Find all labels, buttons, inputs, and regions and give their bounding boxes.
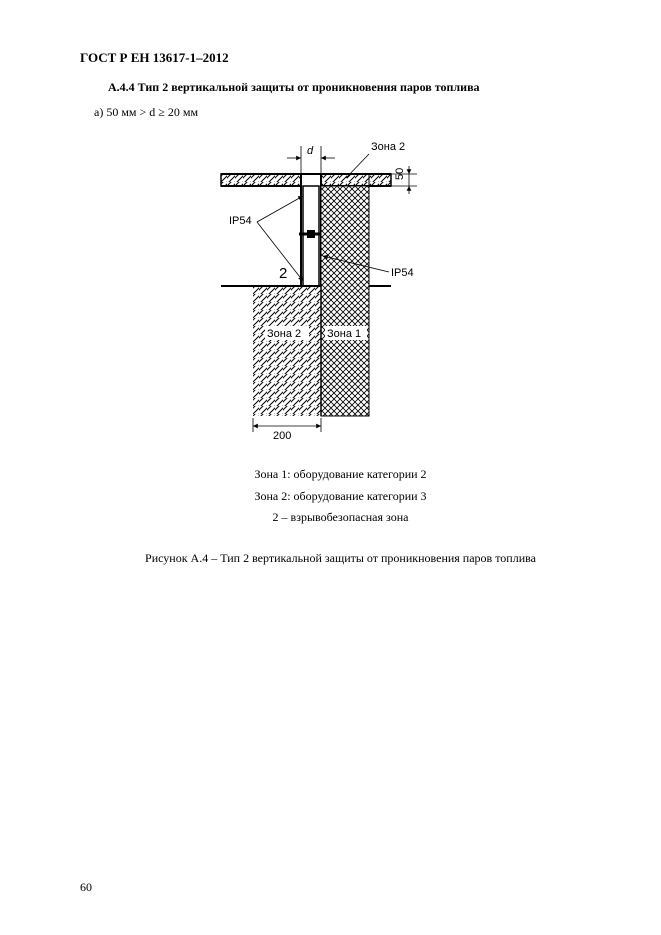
figure-container: d Зона 2 50 IP54 IP54 2 Зона 2 Зона 1 [80,126,601,446]
zone2-top-label: Зона 2 [371,141,405,153]
legend-line-2: Зона 2: оборудование категории 3 [80,486,601,508]
dim-d-label: d [307,145,314,157]
page-number: 60 [80,880,92,895]
dim-50-label: 50 [394,168,406,180]
diagram-figure: d Зона 2 50 IP54 IP54 2 Зона 2 Зона 1 [211,126,471,446]
figure-legend: Зона 1: оборудование категории 2 Зона 2:… [80,464,601,529]
zone2-bottom-label: Зона 2 [267,328,301,340]
figure-caption: Рисунок А.4 – Тип 2 вертикальной защиты … [80,551,601,566]
legend-line-3: 2 – взрывобезопасная зона [80,507,601,529]
num-2-label: 2 [279,265,287,282]
section-title: А.4.4 Тип 2 вертикальной защиты от прони… [108,80,601,95]
condition-a: a) 50 мм > d ≥ 20 мм [94,105,601,120]
doc-header: ГОСТ Р ЕН 13617-1–2012 [80,50,601,66]
zone1-label: Зона 1 [327,328,361,340]
ip54-right-label: IP54 [391,267,414,279]
legend-line-1: Зона 1: оборудование категории 2 [80,464,601,486]
ip54-left-label: IP54 [229,215,252,227]
dim-200-label: 200 [273,430,291,442]
